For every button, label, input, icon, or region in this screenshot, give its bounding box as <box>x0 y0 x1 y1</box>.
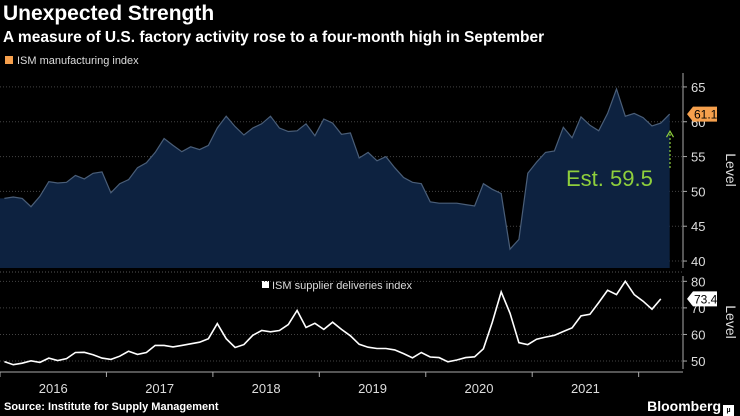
estimate-label: Est. 59.5 <box>566 166 653 191</box>
last-value-badge-bottom: 73.4 <box>687 291 718 307</box>
brand-mark: µ <box>723 405 734 416</box>
x-tick-label-2016: 2016 <box>39 381 68 396</box>
ism-manufacturing-line <box>4 87 671 251</box>
legend-swatch <box>5 56 13 64</box>
bloomberg-logo: Bloomberg µ <box>647 398 734 416</box>
estimate-arrow-head <box>665 130 675 138</box>
last-value-label: 61.1 <box>694 108 718 122</box>
estimate-annotation: Est. 59.5 <box>566 130 675 191</box>
last-value-badge-shape <box>687 106 717 122</box>
grid-bottom <box>0 280 683 362</box>
y-tick-label-65: 65 <box>691 80 705 95</box>
chart-title: Unexpected Strength <box>3 2 215 25</box>
y-tick-label-50: 50 <box>691 354 705 369</box>
x-tick-label-2017: 2017 <box>145 381 174 396</box>
legend-label: ISM manufacturing index <box>17 55 139 67</box>
x-axis: 2016 2017 2018 2019 2020 2021 <box>0 371 683 396</box>
x-tick-label-2020: 2020 <box>465 381 494 396</box>
y-tick-label-50: 50 <box>691 184 705 199</box>
brand-name: Bloomberg <box>647 398 721 414</box>
legend-ism-manufacturing: ISM manufacturing index <box>5 55 139 67</box>
last-value-label: 73.4 <box>694 292 718 306</box>
x-tick-label-2019: 2019 <box>358 381 387 396</box>
y-axis-label-bottom: Level <box>723 305 739 338</box>
ism-supplier-deliveries-line <box>4 279 662 366</box>
y-tick-label-40: 40 <box>691 254 705 269</box>
chart-subtitle: A measure of U.S. factory activity rose … <box>3 29 545 46</box>
y-tick-label-80: 80 <box>691 274 705 289</box>
legend-ism-supplier-deliveries: ISM supplier deliveries index <box>272 280 413 292</box>
y-tick-label-55: 55 <box>691 150 705 165</box>
legend-swatch-supplier <box>262 281 269 288</box>
last-value-badge-shape <box>687 291 717 307</box>
last-value-badge-top: 61.1 <box>687 106 718 122</box>
y-axis-label-top: Level <box>723 153 739 186</box>
source-note: Source: Institute for Supply Management <box>4 401 219 413</box>
ism-manufacturing-area <box>0 89 670 268</box>
y-tick-label-45: 45 <box>691 219 705 234</box>
y-tick-label-60: 60 <box>691 327 705 342</box>
x-tick-label-2021: 2021 <box>571 381 600 396</box>
x-tick-label-2018: 2018 <box>252 381 281 396</box>
